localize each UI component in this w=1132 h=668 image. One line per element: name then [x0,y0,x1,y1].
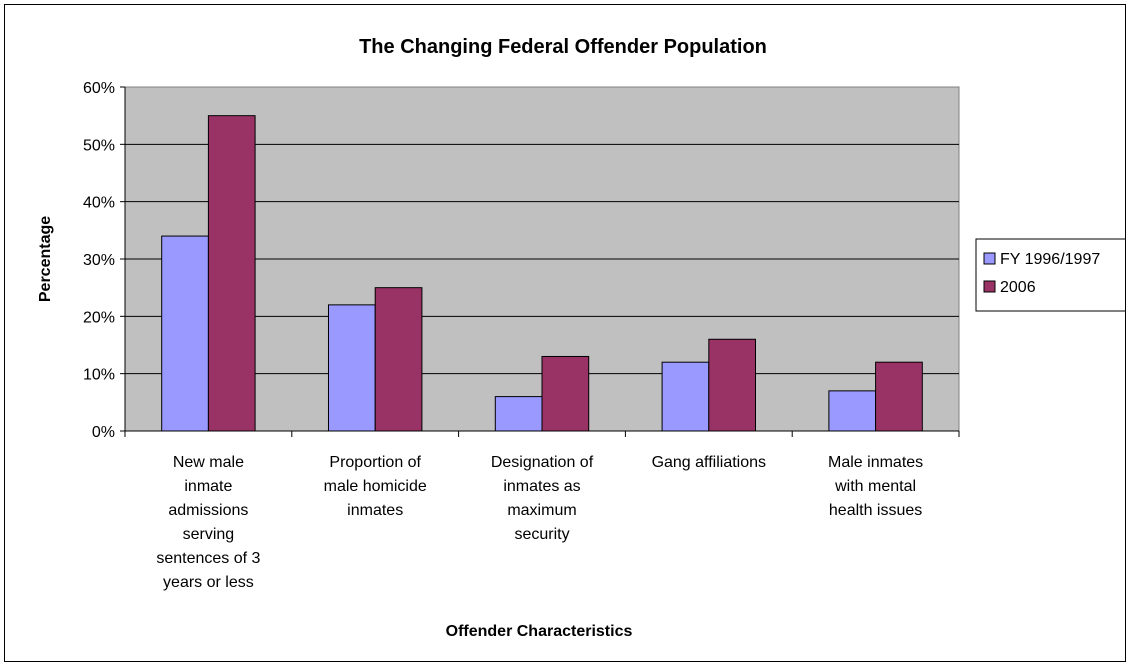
y-tick-labels: 0% 10% 20% 30% 40% 50% 60% [83,80,115,441]
x-category-label-line: health issues [829,502,922,519]
legend-box [975,238,1129,312]
x-category-label: New male inmate admissions serving sentences… [156,454,260,591]
bar-2006 [541,355,590,432]
bar-fy-1996-1997 [161,235,209,432]
x-category-label-line: Male inmates [828,454,923,471]
x-category-label-line: inmates [347,502,403,519]
gridlines [125,143,959,375]
legend-swatch [983,252,996,265]
x-category-label: Proportion of male homicide inmates [324,454,427,519]
x-category-label: Gang affiliations [652,454,766,471]
y-tick-label: 20% [83,309,115,326]
legend-swatch [983,280,996,293]
legend-label: 2006 [1000,279,1036,296]
legend-label: FY 1996/1997 [1000,251,1100,268]
x-category-label-line: with mental [834,478,916,495]
x-category-label-line: security [514,526,569,543]
x-category-label-line: inmate [184,478,232,495]
y-axis-title: Percentage [37,216,54,302]
x-category-label-line: inmates as [503,478,580,495]
y-tick-label: 40% [83,195,115,212]
x-axis-title: Offender Characteristics [446,623,633,640]
bar-2006 [207,115,256,432]
bars [161,115,923,432]
bar-2006 [374,287,423,432]
bar-fy-1996-1997 [661,361,710,432]
bar-fy-1996-1997 [828,390,877,432]
chart-title: The Changing Federal Offender Population [359,36,767,58]
y-tick-label: 10% [83,367,115,384]
bar-fy-1996-1997 [494,396,543,432]
x-category-label-line: male homicide [324,478,427,495]
x-category-labels: New male inmate admissions serving sentences… [156,454,923,591]
y-tick-label: 50% [83,137,115,154]
x-category-label-line: Gang affiliations [652,454,766,471]
bar-2006 [708,338,757,432]
x-category-label-line: Proportion of [329,454,421,471]
chart-frame: The Changing Federal Offender Population… [4,4,1129,662]
x-category-label-line: Designation of [491,454,594,471]
y-tick-label: 60% [83,80,115,97]
y-tick-label: 0% [92,424,115,441]
x-category-label-line: admissions [168,502,248,519]
axes [120,86,960,437]
x-category-label-line: sentences of 3 [156,550,260,567]
x-category-label-line: serving [183,526,235,543]
x-category-label: Designation of inmates as maximum security [491,454,594,543]
x-category-label: Male inmates with mental health issues [828,454,923,519]
bar-2006 [875,361,923,432]
legend: FY 1996/1997 2006 [975,238,1129,312]
bar-chart: The Changing Federal Offender Population… [37,36,1129,640]
x-category-label-line: maximum [507,502,576,519]
x-category-label-line: New male [173,454,244,471]
x-category-label-line: years or less [163,574,254,591]
bar-fy-1996-1997 [327,304,376,432]
y-tick-label: 30% [83,252,115,269]
